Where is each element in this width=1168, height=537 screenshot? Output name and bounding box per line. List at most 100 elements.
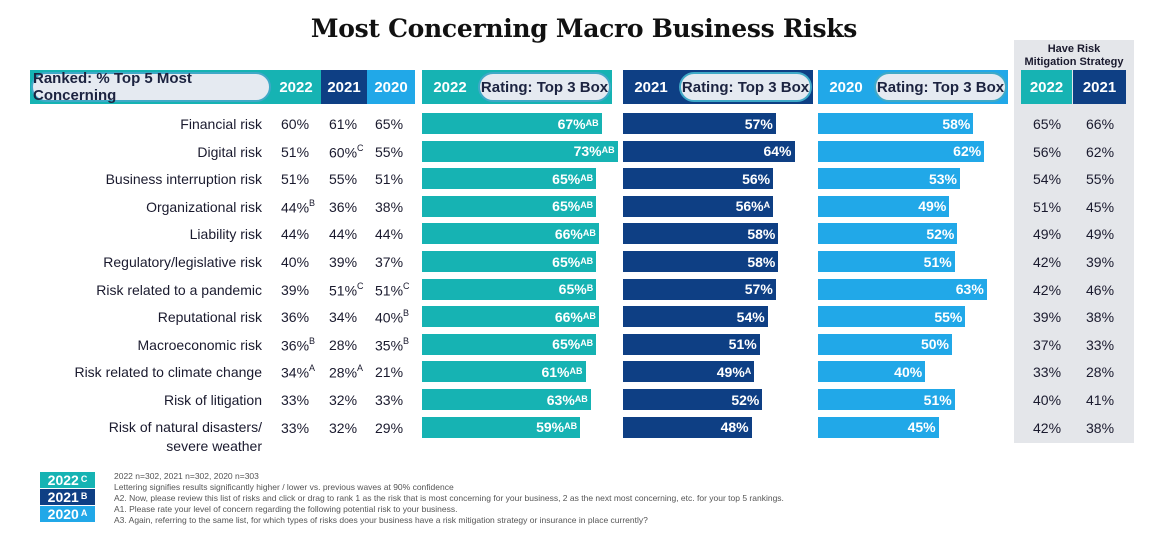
bar-label-2022-value: 65% <box>552 198 581 215</box>
bar-label-2020-value: 63% <box>955 281 984 298</box>
bar-2020: 40% <box>818 361 926 383</box>
mitigation-cell-2021: 66% <box>1086 116 1115 132</box>
bar-label-2022-sig: AB <box>569 365 583 376</box>
mitigation-cell-2021: 38% <box>1086 419 1115 436</box>
bar-2020: 55% <box>818 306 966 328</box>
ranked-2020-value: 21% <box>375 364 404 381</box>
bar-label-2021-value: 48% <box>720 419 749 436</box>
bar-label-2021-value: 52% <box>731 391 760 408</box>
footnote-line: A2. Now, please review this list of risk… <box>114 493 784 503</box>
ranked-2020-sig: B <box>403 335 410 346</box>
bar-2021: 58% <box>623 223 779 245</box>
ranked-2020-value: 38% <box>375 198 404 215</box>
bar-label-2022-sig: AB <box>582 227 596 238</box>
ranked-cell-2022: 33% <box>281 420 309 436</box>
mitigation-header-2021: 2021 <box>1073 70 1126 104</box>
bar-label-2021-value: 64% <box>763 143 792 160</box>
legend-item-2021: 2021 B <box>40 489 95 505</box>
ranked-cell-2020: 33% <box>375 392 403 408</box>
bar-2022: 73% AB <box>422 140 618 162</box>
mitigation-cell-2022: 56% <box>1033 143 1062 160</box>
bar-2021: 54% <box>623 306 768 328</box>
ranked-cell-2021: 55% <box>329 171 357 187</box>
mitigation-header-2022: 2022 <box>1021 70 1072 104</box>
bar-2022: 65% AB <box>422 168 597 190</box>
mitigation-cell-2022: 42% <box>1033 419 1062 436</box>
ranked-header-2020: 2020 <box>367 70 415 104</box>
bar-label-2022-sig: AB <box>564 421 578 432</box>
bar-label-2022-value: 67% <box>557 115 586 132</box>
bar-2022: 66% AB <box>422 306 599 328</box>
ranked-2020-value: 35% <box>375 337 404 354</box>
ranked-2020-sig: C <box>403 280 410 291</box>
ranked-2022-value: 33% <box>281 419 310 436</box>
bar-label-2022-value: 73% <box>573 143 602 160</box>
ranked-2021-value: 55% <box>329 171 358 188</box>
bar-label-2020-value: 45% <box>907 419 936 436</box>
row-label: Organizational risk <box>146 198 262 215</box>
ranked-cell-2022: 36%B <box>281 335 316 354</box>
rating-2021-header-pill: Rating: Top 3 Box <box>679 72 812 102</box>
mitigation-cell-2021: 49% <box>1086 226 1115 243</box>
bar-label-2021-value: 56% <box>742 170 771 187</box>
bar-2021: 57% <box>623 113 776 134</box>
ranked-cell-2022: 36% <box>281 309 309 325</box>
ranked-cell-2022: 60% <box>281 116 309 132</box>
bar-2022: 59% AB <box>422 416 581 438</box>
footnote-line: A1. Please rate your level of concern re… <box>114 504 458 514</box>
bar-label-2022-value: 65% <box>552 253 581 270</box>
ranked-cell-2020: 51% <box>375 171 403 187</box>
bar-2020: 50% <box>818 333 952 355</box>
mitigation-cell-2021: 38% <box>1086 309 1115 326</box>
mitigation-cell-2021: 55% <box>1086 171 1115 188</box>
ranked-cell-2022: 51% <box>281 144 309 160</box>
row-label: Digital risk <box>197 143 262 160</box>
ranked-2020-value: 44% <box>375 226 404 243</box>
ranked-cell-2020: 55% <box>375 144 403 160</box>
legend-letter: C <box>80 474 88 484</box>
legend-letter: B <box>80 491 88 501</box>
bar-label-2022-value: 65% <box>558 281 587 298</box>
bar-2020: 49% <box>818 195 950 217</box>
bar-label-2020-value: 52% <box>926 225 955 242</box>
ranked-2020-value: 51% <box>375 282 404 299</box>
rating-2021-header-year: 2021 <box>634 78 668 96</box>
bar-label-2020-value: 62% <box>953 143 982 160</box>
row-label: Risk of natural disasters/severe weather <box>109 418 262 456</box>
ranked-cell-2021: 44% <box>329 226 357 242</box>
bar-label-2022-sig: B <box>586 283 594 294</box>
ranked-cell-2021: 28% <box>329 337 357 353</box>
bar-label-2020-value: 55% <box>934 308 963 325</box>
row-label: Business interruption risk <box>105 171 262 188</box>
mitigation-cell-2022: 42% <box>1033 281 1062 298</box>
bar-2022: 66% AB <box>422 223 599 245</box>
ranked-2022-sig: B <box>309 335 316 346</box>
bar-2021: 49% A <box>623 361 755 383</box>
ranked-2022-value: 51% <box>281 143 310 160</box>
bar-2020: 58% <box>818 113 974 134</box>
bar-2020: 51% <box>818 251 955 272</box>
ranked-cell-2020: 21% <box>375 364 403 380</box>
ranked-cell-2022: 44% <box>281 226 309 242</box>
ranked-2021-value: 32% <box>329 419 358 436</box>
bar-2020: 53% <box>818 168 960 190</box>
ranked-header-pill: Ranked: % Top 5 Most Concerning <box>31 70 271 104</box>
ranked-2020-value: 37% <box>375 254 404 270</box>
ranked-2020-value: 40% <box>375 309 404 326</box>
legend-item-2022: 2022 C <box>40 472 95 488</box>
bar-label-2021-value: 51% <box>728 336 757 353</box>
mitigation-header-line1: Have Risk <box>1047 43 1101 55</box>
rating-2022-header-pill: Rating: Top 3 Box <box>478 72 611 102</box>
ranked-2020-value: 55% <box>375 143 404 160</box>
ranked-2022-value: 40% <box>281 254 310 270</box>
bar-2020: 62% <box>818 140 985 162</box>
bar-2021: 64% <box>623 140 795 162</box>
ranked-cell-2021: 51%C <box>329 281 364 299</box>
bar-label-2022-sig: AB <box>601 145 615 156</box>
mitigation-cell-2022: 51% <box>1033 198 1062 215</box>
bar-2021: 48% <box>623 416 752 438</box>
bar-label-2020-value: 49% <box>918 198 947 215</box>
ranked-cell-2021: 32% <box>329 392 357 408</box>
bar-label-2021-value: 49% <box>716 363 745 380</box>
ranked-2022-sig: B <box>309 197 316 208</box>
